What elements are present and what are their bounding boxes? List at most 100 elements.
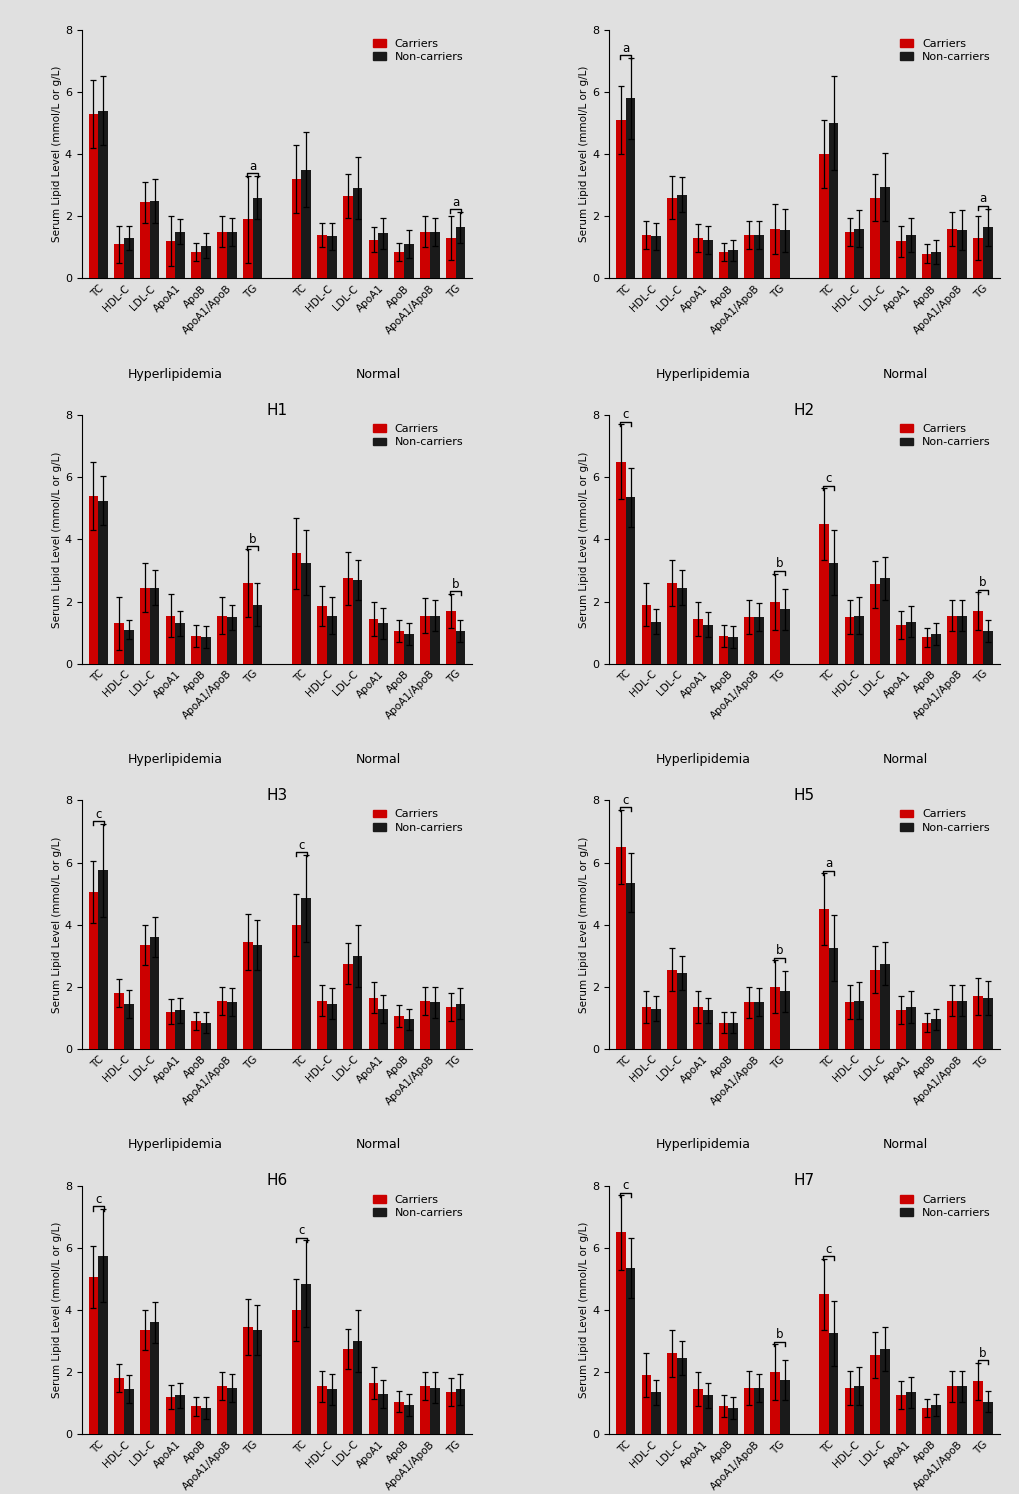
Text: c: c [622, 1179, 629, 1192]
Bar [982, 998, 991, 1049]
Bar [818, 524, 827, 663]
Bar [150, 1322, 159, 1434]
Legend: Carriers, Non-carriers: Carriers, Non-carriers [896, 805, 994, 837]
Bar [378, 623, 388, 663]
Bar [327, 1389, 336, 1434]
Bar [744, 1002, 753, 1049]
Bar [854, 229, 863, 278]
Bar [301, 1283, 311, 1434]
Y-axis label: Serum Lipid Level (mmol/L or g/L): Serum Lipid Level (mmol/L or g/L) [52, 451, 62, 627]
Bar [217, 1386, 226, 1434]
Bar [827, 949, 838, 1049]
Bar [201, 1022, 211, 1049]
Bar [702, 624, 712, 663]
Text: H7: H7 [793, 1173, 814, 1188]
Bar [175, 1395, 185, 1434]
Bar [930, 1404, 941, 1434]
Bar [879, 578, 889, 663]
Bar [192, 1406, 201, 1434]
Bar [124, 1389, 133, 1434]
Y-axis label: Serum Lipid Level (mmol/L or g/L): Serum Lipid Level (mmol/L or g/L) [52, 66, 62, 242]
Bar [243, 1327, 253, 1434]
Bar [394, 1016, 404, 1049]
Bar [404, 244, 414, 278]
Bar [625, 883, 635, 1049]
Bar [780, 230, 789, 278]
Bar [905, 622, 915, 663]
Bar [342, 1349, 353, 1434]
Text: Normal: Normal [356, 1138, 400, 1152]
Bar [98, 871, 108, 1049]
Bar [753, 1388, 763, 1434]
Y-axis label: Serum Lipid Level (mmol/L or g/L): Serum Lipid Level (mmol/L or g/L) [52, 1222, 62, 1398]
Text: c: c [95, 808, 102, 820]
Text: Normal: Normal [356, 368, 400, 381]
Bar [201, 247, 211, 278]
Bar [844, 232, 854, 278]
Text: Hyperlipidemia: Hyperlipidemia [654, 1138, 750, 1152]
Bar [827, 123, 838, 278]
Bar [429, 232, 439, 278]
Bar [342, 578, 353, 663]
Bar [342, 196, 353, 278]
Bar [947, 1001, 956, 1049]
Bar [895, 1010, 905, 1049]
Bar [895, 241, 905, 278]
Bar [140, 202, 150, 278]
Bar [780, 610, 789, 663]
Bar [677, 973, 686, 1049]
Bar [378, 1394, 388, 1434]
Bar [677, 587, 686, 663]
Bar [651, 236, 660, 278]
Bar [124, 238, 133, 278]
Bar [702, 239, 712, 278]
Bar [930, 633, 941, 663]
Text: c: c [298, 838, 305, 852]
Text: Hyperlipidemia: Hyperlipidemia [127, 1138, 223, 1152]
Bar [368, 1383, 378, 1434]
Text: Normal: Normal [882, 368, 927, 381]
Bar [854, 1001, 863, 1049]
Bar [818, 910, 827, 1049]
Bar [615, 847, 625, 1049]
Bar [455, 1389, 465, 1434]
Bar [956, 1001, 966, 1049]
Bar [728, 1407, 738, 1434]
Bar [818, 1294, 827, 1434]
Bar [404, 1404, 414, 1434]
Bar [854, 1386, 863, 1434]
Bar [114, 623, 124, 663]
Bar [702, 1395, 712, 1434]
Bar [445, 238, 455, 278]
Bar [124, 629, 133, 663]
Bar [420, 616, 429, 663]
Legend: Carriers, Non-carriers: Carriers, Non-carriers [369, 421, 467, 451]
Bar [666, 970, 677, 1049]
Bar [253, 944, 262, 1049]
Bar [150, 587, 159, 663]
Text: Normal: Normal [356, 753, 400, 766]
Bar [702, 1010, 712, 1049]
Bar [353, 1342, 362, 1434]
Bar [921, 1407, 930, 1434]
Bar [641, 1007, 651, 1049]
Bar [420, 1001, 429, 1049]
Bar [692, 238, 702, 278]
Y-axis label: Serum Lipid Level (mmol/L or g/L): Serum Lipid Level (mmol/L or g/L) [579, 837, 589, 1013]
Bar [175, 232, 185, 278]
Bar [445, 1392, 455, 1434]
Bar [956, 230, 966, 278]
Bar [956, 616, 966, 663]
Bar [947, 1386, 956, 1434]
Bar [625, 498, 635, 663]
Bar [769, 229, 780, 278]
Bar [844, 617, 854, 663]
Y-axis label: Serum Lipid Level (mmol/L or g/L): Serum Lipid Level (mmol/L or g/L) [579, 66, 589, 242]
Bar [291, 925, 301, 1049]
Bar [217, 1001, 226, 1049]
Text: Hyperlipidemia: Hyperlipidemia [127, 368, 223, 381]
Bar [394, 630, 404, 663]
Text: Normal: Normal [882, 753, 927, 766]
Bar [114, 994, 124, 1049]
Y-axis label: Serum Lipid Level (mmol/L or g/L): Serum Lipid Level (mmol/L or g/L) [579, 451, 589, 627]
